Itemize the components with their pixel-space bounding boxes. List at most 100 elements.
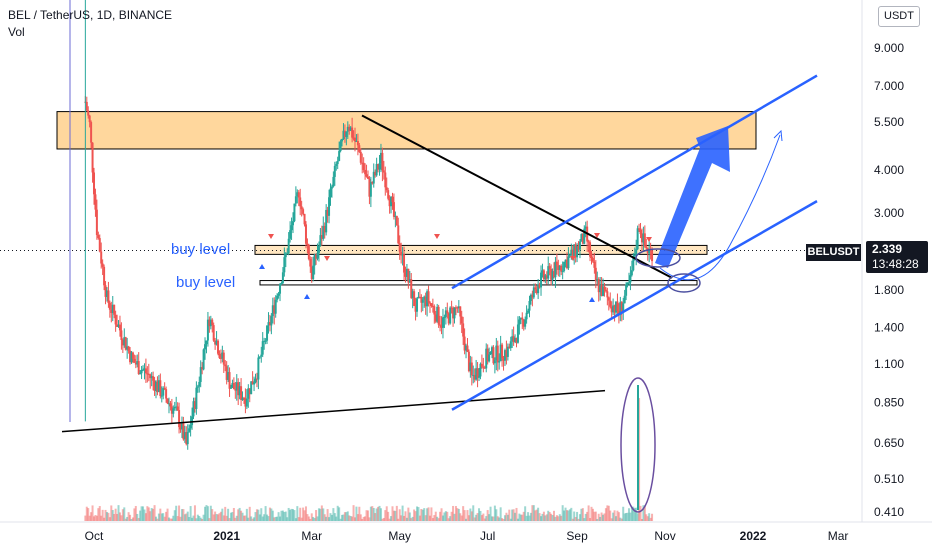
candle-body xyxy=(333,165,336,177)
volume-bar xyxy=(126,516,129,521)
volume-bar xyxy=(110,505,113,521)
candle-body xyxy=(297,192,300,198)
candle-body xyxy=(123,337,126,346)
volume-bar xyxy=(205,505,208,521)
channel-upper-line xyxy=(451,74,818,290)
volume-bar xyxy=(603,513,606,521)
candle-body xyxy=(352,137,355,139)
candle-body xyxy=(167,403,170,405)
symbol-price-label: BELUSDT xyxy=(806,244,861,261)
volume-bar xyxy=(263,514,266,521)
volume-bar xyxy=(244,515,247,521)
volume-bar xyxy=(439,511,442,521)
last-price-value: 2.339 xyxy=(872,242,903,256)
volume-bar xyxy=(508,509,511,521)
volume-bar xyxy=(558,514,561,521)
volume-bar xyxy=(279,516,282,521)
candle-body xyxy=(557,265,560,270)
candle-body xyxy=(495,345,498,361)
candle-body xyxy=(384,172,387,188)
volume-bar xyxy=(234,517,237,521)
candle-body xyxy=(568,254,571,257)
volume-bar xyxy=(440,508,443,521)
candle-body xyxy=(100,251,103,264)
volume-bar xyxy=(456,508,459,521)
candle-body xyxy=(231,382,234,388)
projection-curve-head xyxy=(773,129,783,142)
candle-body xyxy=(101,263,104,267)
candle-body xyxy=(304,224,307,244)
candle-body xyxy=(514,337,517,342)
volume-bar xyxy=(469,508,472,521)
time-tick-label: May xyxy=(388,529,411,543)
volume-bar xyxy=(140,506,143,521)
volume-bar xyxy=(289,509,292,521)
candle-body xyxy=(567,256,570,269)
candle-body xyxy=(388,198,391,207)
candle-body xyxy=(478,376,481,378)
candle-body xyxy=(493,360,496,364)
volume-bar xyxy=(179,516,182,521)
candle-body xyxy=(460,316,463,324)
candle-body xyxy=(607,297,610,301)
candle-body xyxy=(271,305,274,317)
volume-bar xyxy=(418,515,421,521)
volume-bar xyxy=(310,513,313,521)
candle-body xyxy=(130,352,133,363)
volume-bar xyxy=(375,508,378,521)
volume-bar xyxy=(563,510,566,521)
volume-bar xyxy=(228,518,231,521)
candle-body xyxy=(180,422,183,430)
candle-body xyxy=(613,305,616,313)
candle-body xyxy=(204,344,207,350)
currency-unit-badge[interactable]: USDT xyxy=(878,6,920,27)
volume-bar xyxy=(381,518,384,521)
candle-body xyxy=(483,367,486,369)
candle-body xyxy=(219,357,222,359)
volume-bar xyxy=(325,516,328,521)
candle-body xyxy=(537,284,540,294)
volume-bar xyxy=(578,514,581,521)
candle-body xyxy=(169,403,172,407)
volume-bar xyxy=(271,510,274,521)
volume-bar xyxy=(361,518,364,521)
candle-body xyxy=(617,310,620,315)
candle-body xyxy=(307,245,310,260)
candle-body xyxy=(162,388,165,396)
candle-body xyxy=(155,381,158,391)
candle-body xyxy=(615,301,618,313)
candle-body xyxy=(527,310,530,313)
candle-body xyxy=(302,209,305,214)
volume-bar xyxy=(111,510,114,521)
candle-body xyxy=(518,319,521,325)
volume-bar xyxy=(512,509,515,521)
volume-bar xyxy=(90,512,93,521)
candle-body xyxy=(622,303,625,313)
volume-bar xyxy=(630,506,633,521)
candle-body xyxy=(97,235,100,239)
candle-body xyxy=(489,352,492,355)
candle-body xyxy=(165,389,168,399)
volume-bar xyxy=(626,512,629,521)
volume-bar xyxy=(610,518,613,521)
volume-bar xyxy=(156,518,159,521)
volume-bar xyxy=(235,515,238,521)
signal-arrow xyxy=(589,297,595,302)
candle-body xyxy=(244,398,247,407)
candle-body xyxy=(604,289,607,292)
volume-bar xyxy=(625,513,628,521)
volume-bar xyxy=(159,508,162,521)
candle-body xyxy=(534,287,537,290)
volume-bar xyxy=(387,511,390,521)
candle-body xyxy=(564,259,567,262)
candle-body xyxy=(372,171,375,184)
candle-body xyxy=(286,253,289,255)
candle-body xyxy=(492,347,495,364)
volume-bar xyxy=(345,512,348,521)
volume-bar xyxy=(574,516,577,521)
volume-bar xyxy=(116,513,119,521)
volume-bar xyxy=(313,518,316,521)
candle-body xyxy=(540,272,543,288)
